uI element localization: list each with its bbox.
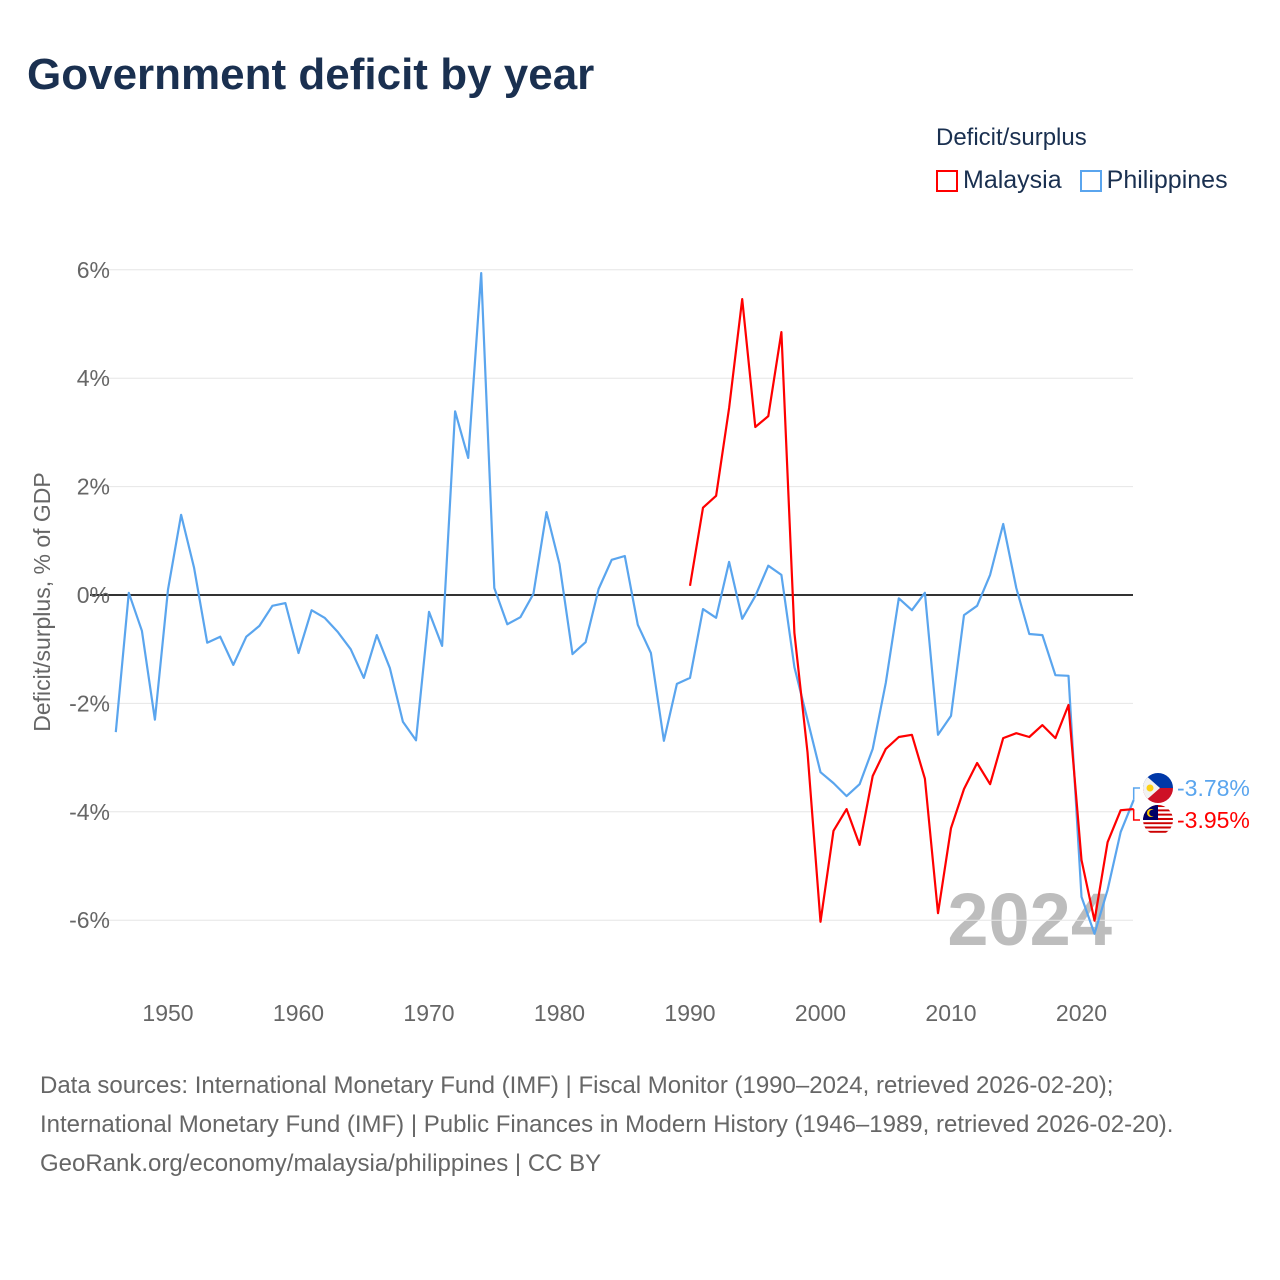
legend-item-malaysia[interactable]: Malaysia xyxy=(936,166,1062,195)
y-tick-label: -2% xyxy=(69,690,110,716)
x-tick-label: 1960 xyxy=(273,1000,324,1026)
y-tick-label: -4% xyxy=(69,799,110,825)
legend-label-philippines: Philippines xyxy=(1106,166,1228,194)
x-tick-label: 2020 xyxy=(1056,1000,1107,1026)
x-tick-label: 1950 xyxy=(142,1000,193,1026)
flag-stripe xyxy=(1143,826,1173,829)
malaysia-flag-icon xyxy=(1143,805,1173,835)
series-line-philippines xyxy=(114,272,1135,935)
philippines-flag-icon xyxy=(1143,773,1173,803)
flag-stripe xyxy=(1143,828,1173,831)
y-tick-label: -6% xyxy=(69,907,110,933)
y-tick-label: 0% xyxy=(77,582,110,608)
y-tick-label: 6% xyxy=(77,257,110,283)
end-connector xyxy=(1132,809,1140,821)
x-tick-label: 1990 xyxy=(664,1000,715,1026)
footer: Data sources: International Monetary Fun… xyxy=(40,1066,1240,1183)
x-tick-label: 2010 xyxy=(925,1000,976,1026)
end-value-label-philippines: -3.78% xyxy=(1177,775,1250,801)
series-line-malaysia xyxy=(688,298,1134,923)
legend-label-malaysia: Malaysia xyxy=(963,166,1062,194)
y-tick-label: 2% xyxy=(77,474,110,500)
flag-stripe xyxy=(1143,820,1173,823)
legend: Malaysia Philippines xyxy=(936,166,1228,195)
flag-stripe xyxy=(1143,830,1173,833)
end-value-label-malaysia: -3.95% xyxy=(1177,807,1250,833)
flag-stripe xyxy=(1143,824,1173,827)
x-tick-label: 2000 xyxy=(795,1000,846,1026)
y-tick-label: 4% xyxy=(77,365,110,391)
flag-body xyxy=(1143,805,1173,835)
chart-title: Government deficit by year xyxy=(27,50,595,99)
flag-sun xyxy=(1146,784,1154,792)
data-sources: Data sources: International Monetary Fun… xyxy=(40,1072,1174,1138)
flag-stripe xyxy=(1143,822,1173,825)
credit-link[interactable]: GeoRank.org/economy/malaysia/philippines… xyxy=(40,1150,602,1177)
x-tick-label: 1980 xyxy=(534,1000,585,1026)
y-axis-label: Deficit/surplus, % of GDP xyxy=(29,472,55,731)
legend-title: Deficit/surplus xyxy=(936,124,1087,151)
legend-swatch-malaysia xyxy=(936,169,958,192)
flag-body xyxy=(1143,773,1173,803)
legend-swatch-philippines xyxy=(1079,169,1102,192)
x-tick-label: 1970 xyxy=(403,1000,454,1026)
legend-item-philippines[interactable]: Philippines xyxy=(1079,166,1228,195)
flag-crescent-cut xyxy=(1149,809,1156,817)
end-connector xyxy=(1132,787,1140,800)
flag-stripe xyxy=(1143,832,1173,835)
year-watermark: 2024 xyxy=(947,878,1112,961)
